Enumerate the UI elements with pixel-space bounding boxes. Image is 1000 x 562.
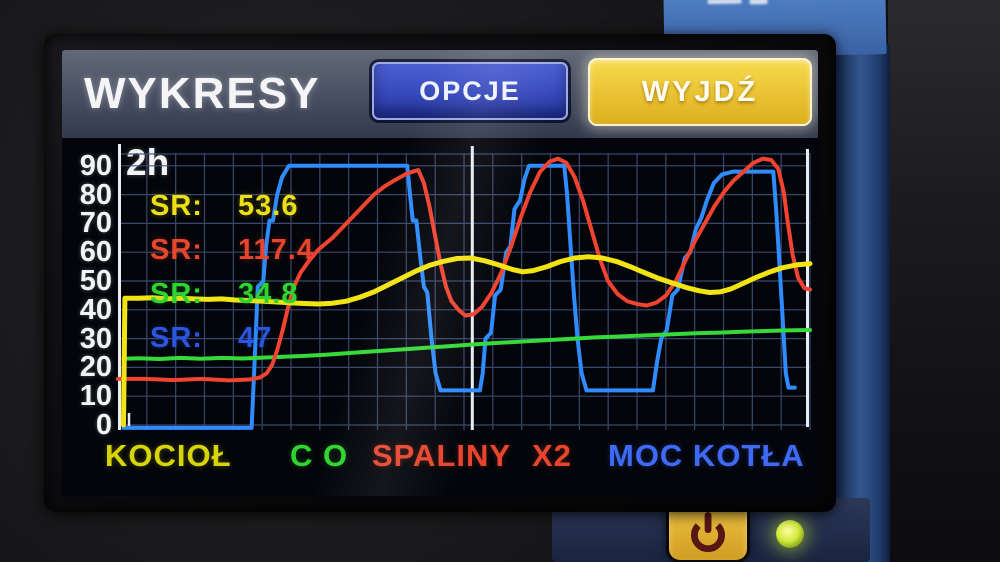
time-window-label: 2h <box>126 142 170 183</box>
series-line-kocioł <box>121 254 813 428</box>
avg-label: SR: <box>150 190 203 222</box>
avg-value: 34.8 <box>238 278 299 310</box>
avg-label: SR: <box>150 278 203 310</box>
screen-bezel: WYKRESY OPCJE WYJDŹ 2h 90 80 70 60 50 40 30 20 1… <box>44 34 836 512</box>
screen-header: WYKRESY OPCJE WYJDŹ <box>62 50 818 138</box>
y-tick-label: 90 <box>79 149 112 182</box>
legend-item-moc-kotla: MOC KOTŁA <box>608 438 805 473</box>
sticker-cropped-print <box>707 0 742 5</box>
series-line-spaliny-x2 <box>116 156 812 383</box>
avg-row-spaliny: SR: 117.4 <box>150 235 314 266</box>
y-tick-label: 60 <box>79 236 112 269</box>
y-tick-label: 20 <box>79 351 112 384</box>
chart-area: 2h 90 80 70 60 50 40 30 20 10 0 SR: 53.6 SR: 117.4 SR… <box>62 138 818 496</box>
avg-value: 117.4 <box>238 234 314 266</box>
avg-label: SR: <box>150 322 203 354</box>
y-tick-label: 10 <box>79 380 112 413</box>
avg-value: 47 <box>238 322 273 354</box>
series-line-c-o <box>121 328 812 361</box>
avg-row-moc-kotla: SR: 47 <box>150 323 314 354</box>
legend-item-kociol: KOCIOŁ <box>105 438 232 473</box>
page-title: WYKRESY <box>84 69 321 118</box>
legend-item-x2: X2 <box>532 438 572 473</box>
legend-item-co: C O <box>290 438 349 473</box>
avg-row-co: SR: 34.8 <box>150 279 314 310</box>
device-blue-edge <box>836 44 890 562</box>
lcd-screen: WYKRESY OPCJE WYJDŹ 2h 90 80 70 60 50 40 30 20 1… <box>62 50 818 496</box>
y-tick-label: 70 <box>79 207 112 240</box>
series-line-moc-kotła <box>121 163 797 430</box>
y-tick-label: 30 <box>79 322 112 355</box>
averages-legend: SR: 53.6 SR: 117.4 SR: 34.8 SR: 47 <box>150 191 314 367</box>
y-tick-label: 0 <box>95 409 112 441</box>
sticker-cropped-print <box>749 0 768 5</box>
y-tick-label: 80 <box>79 178 112 211</box>
chart-plot[interactable] <box>116 144 813 430</box>
avg-value: 53.6 <box>238 190 299 222</box>
exit-button[interactable]: WYJDŹ <box>588 58 812 126</box>
avg-label: SR: <box>150 234 203 266</box>
series-legend: KOCIOŁ C O SPALINY X2 MOC KOTŁA <box>62 438 818 480</box>
legend-item-spaliny: SPALINY <box>372 438 512 473</box>
power-icon <box>690 512 726 553</box>
y-tick-label: 50 <box>79 265 112 297</box>
status-led-green <box>776 520 804 548</box>
device-side-panel <box>888 0 1000 562</box>
y-tick-label: 40 <box>79 293 112 326</box>
options-button[interactable]: OPCJE <box>372 62 568 120</box>
avg-row-kociol: SR: 53.6 <box>150 191 314 222</box>
